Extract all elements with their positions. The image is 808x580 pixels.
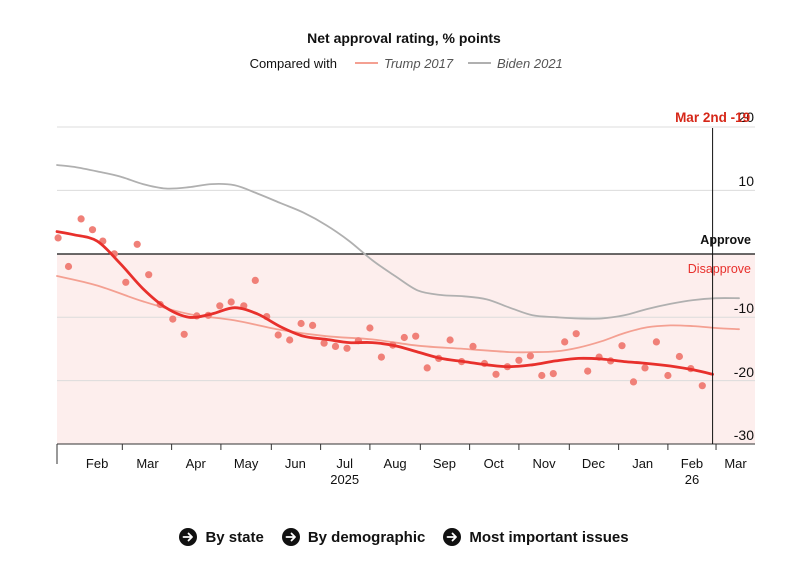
y-tick-label-minus-30: -30 [734, 427, 754, 443]
poll-point [400, 333, 408, 342]
poll-point [446, 336, 454, 344]
poll-point [331, 342, 340, 350]
poll-point [377, 353, 385, 361]
explore-links: By state By demographic Most important i… [0, 528, 808, 546]
poll-point [180, 330, 188, 338]
poll-point [54, 234, 62, 242]
poll-point [618, 342, 626, 350]
poll-point [64, 262, 73, 271]
poll-point [423, 364, 431, 372]
x-tick-label-aug: Aug [384, 456, 407, 471]
series-layer [54, 164, 740, 390]
legend-prefix: Compared with [250, 56, 337, 71]
current-date-label: Mar 2nd -19 [675, 110, 750, 125]
poll-point [584, 367, 592, 375]
y-tick-label-10: 10 [738, 173, 754, 189]
poll-point [88, 226, 97, 234]
x-tick-label-feb: Feb [86, 456, 108, 471]
poll-point [274, 331, 282, 339]
arrow-right-icon [179, 528, 198, 546]
poll-point [561, 338, 569, 346]
poll-point [549, 370, 557, 378]
x-tick-label-apr: Apr [186, 456, 207, 471]
legend-trump-2017: Trump 2017 [384, 56, 454, 71]
by-state-link[interactable]: By state [179, 528, 264, 546]
most-important-issues-label: Most important issues [469, 528, 629, 546]
poll-point [309, 321, 317, 329]
y-tick-label-20: 20 [738, 109, 754, 125]
x-tick-label-jul: Jul [336, 456, 353, 471]
poll-point [412, 332, 420, 340]
y-tick-label-minus-20: -20 [734, 364, 754, 380]
x-tick-label-nov: Nov [533, 456, 557, 471]
poll-point [469, 342, 477, 350]
x-tick-label-dec: Dec [582, 456, 606, 471]
poll-point [216, 302, 224, 310]
x-axis [56, 444, 717, 464]
approve-label: Approve [700, 233, 751, 247]
poll-point [145, 271, 153, 279]
series-line-biden-2021 [56, 164, 740, 320]
poll-point [366, 324, 374, 332]
x-tick-label-jan: Jan [632, 456, 653, 471]
x-tick-label-oct: Oct [484, 456, 505, 471]
poll-point [492, 370, 500, 378]
x-tick-label-sep: Sep [433, 456, 456, 471]
year-label-2025: 2025 [330, 472, 359, 487]
poll-point [675, 352, 684, 361]
poll-point [515, 356, 523, 364]
most-important-issues-link[interactable]: Most important issues [443, 528, 629, 546]
legend-biden-2021: Biden 2021 [497, 56, 563, 71]
arrow-right-icon [443, 528, 462, 546]
poll-point [122, 278, 130, 286]
poll-point [572, 330, 580, 338]
poll-point [652, 338, 661, 346]
chart-title: Net approval rating, % points [307, 30, 501, 46]
x-tick-label-may: May [234, 456, 259, 471]
by-state-label: By state [205, 528, 264, 546]
chart: Net approval rating, % points Compared w… [54, 30, 755, 487]
poll-point [169, 315, 177, 323]
y-axis: 20 10 -10 -20 -30 [734, 109, 754, 443]
poll-point [629, 378, 638, 386]
x-tick-label-feb: Feb [681, 456, 703, 471]
poll-point [133, 240, 141, 248]
poll-point [343, 344, 351, 352]
y-tick-label-minus-10: -10 [734, 300, 754, 316]
poll-point [297, 319, 305, 328]
disapprove-label: Disapprove [688, 262, 751, 276]
by-demographic-link[interactable]: By demographic [281, 528, 426, 546]
poll-point [641, 364, 649, 372]
poll-point [664, 371, 672, 380]
x-tick-label-mar: Mar [136, 456, 159, 471]
x-axis-labels: Feb Mar Apr May Jun Jul Aug Sep Oct Nov Dec Jan Feb M… [86, 456, 747, 487]
poll-point [227, 298, 235, 306]
poll-point [77, 215, 85, 223]
by-demographic-label: By demographic [307, 528, 426, 546]
year-label-26: 26 [685, 472, 699, 487]
x-tick-label-mar: Mar [724, 456, 747, 471]
poll-point [320, 339, 328, 347]
poll-point [251, 276, 259, 284]
arrow-right-icon [281, 528, 300, 546]
poll-point [538, 371, 546, 380]
poll-point [526, 352, 535, 360]
x-tick-label-jun: Jun [285, 456, 306, 471]
poll-point [286, 336, 294, 344]
poll-point [698, 382, 706, 390]
series-line-trump-2025-trend [55, 230, 714, 376]
